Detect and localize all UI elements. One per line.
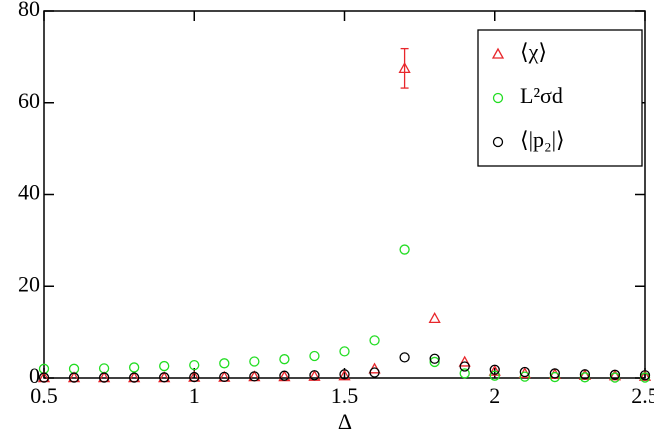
point [309,370,320,381]
point [549,368,560,379]
point [339,369,350,380]
point [399,244,410,255]
point [279,370,290,381]
point [309,350,320,362]
legend-marker [492,92,504,104]
legend-label: ⟨χ⟩ [520,39,547,64]
legend-label: ⟨|p₂|⟩ [520,127,565,152]
x-tick-label: 1 [189,383,200,408]
point [609,372,621,383]
y-tick-label: 20 [18,271,40,296]
point [279,354,290,365]
legend-marker [491,47,505,59]
x-axis-label: Δ [338,409,352,434]
point [428,312,441,324]
point [579,369,591,380]
point [249,371,260,382]
point [489,370,500,381]
point [249,356,260,367]
point [339,346,350,357]
point [128,372,140,383]
error-bar [400,47,409,89]
point [98,372,110,383]
point [219,358,230,369]
legend-label: L²σd [520,83,563,108]
x-tick-label: 1.5 [331,383,359,408]
point [609,369,621,380]
point [429,353,440,364]
y-tick-label: 80 [18,0,40,21]
point [459,368,470,379]
point [399,352,410,363]
point [189,371,200,383]
y-tick-label: 60 [18,88,40,113]
point [519,371,530,382]
y-tick-label: 40 [18,180,40,205]
point [128,362,140,373]
point [519,366,530,378]
point [369,335,380,346]
point [369,367,380,378]
x-tick-label: 0.5 [30,383,58,408]
point [459,361,470,372]
point [489,364,500,375]
point [488,364,501,376]
point [338,369,351,381]
point [159,372,170,383]
point [68,372,80,383]
point [579,372,591,383]
point [639,370,651,381]
legend-marker [492,136,504,148]
point [189,360,200,371]
y-tick-label: 0 [29,363,40,388]
point [219,371,230,383]
point [159,360,170,372]
x-tick-label: 2.5 [631,383,654,408]
x-tick-label: 2 [489,383,500,408]
point [458,355,471,367]
point [38,372,50,383]
legend-box [477,29,643,167]
point [429,356,440,368]
point [549,371,560,383]
